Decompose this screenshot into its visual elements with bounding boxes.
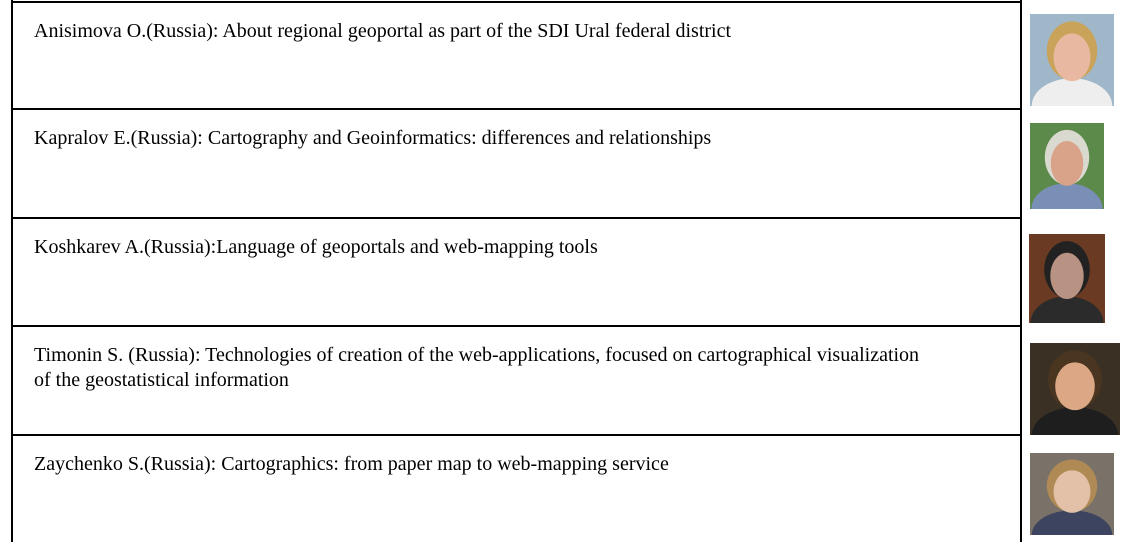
row-border (11, 217, 1022, 219)
speaker-photo (1029, 234, 1105, 323)
photo-face (1053, 33, 1091, 82)
photo-face (1055, 362, 1095, 411)
photo-face (1053, 470, 1091, 513)
photo-face (1050, 141, 1084, 186)
photo-body (1031, 407, 1119, 435)
row-border (11, 1, 1022, 3)
photo-body (1031, 78, 1113, 106)
row-border (11, 434, 1022, 436)
speaker-photo (1030, 453, 1114, 535)
row-border (11, 325, 1022, 327)
talk-title: Kapralov E.(Russia): Cartography and Geo… (34, 127, 712, 149)
talk-title: Koshkarev A.(Russia):Language of geoport… (34, 236, 598, 258)
speaker-photo (1030, 14, 1114, 106)
talk-title: Zaychenko S.(Russia): Cartographics: fro… (34, 453, 669, 475)
photo-face (1050, 252, 1084, 299)
row-border (11, 108, 1022, 110)
column-divider (1020, 0, 1022, 542)
talk-title: Timonin S. (Russia): Technologies of cre… (34, 344, 920, 391)
talk-title: Anisimova O.(Russia): About regional geo… (34, 20, 732, 42)
photo-body (1031, 510, 1113, 535)
photo-body (1031, 183, 1103, 209)
photo-body (1030, 296, 1104, 323)
speaker-photo (1030, 123, 1104, 209)
table-border (11, 0, 13, 542)
speaker-photo (1030, 343, 1120, 435)
